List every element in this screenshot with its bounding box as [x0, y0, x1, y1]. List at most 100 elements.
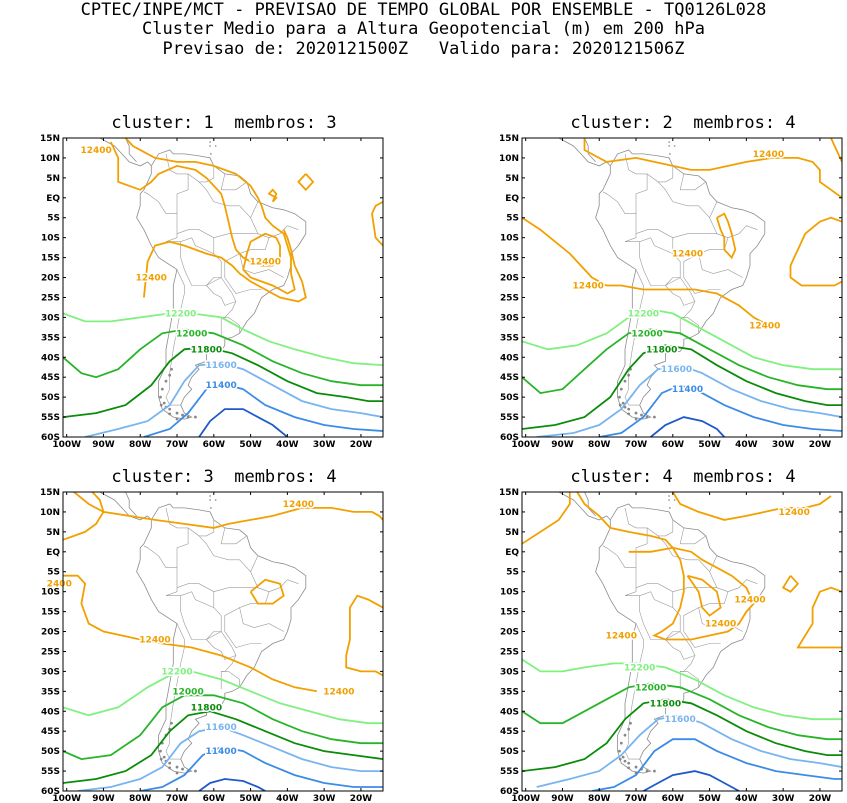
lon-tick-label: 60W [203, 794, 226, 803]
map-frame [521, 491, 843, 792]
island [175, 417, 179, 421]
contour-label: 12000 [635, 683, 666, 693]
contour-12400 [686, 574, 722, 617]
island [619, 741, 623, 745]
lon-tick-label: 40W [276, 794, 299, 803]
contour-12400 [522, 216, 769, 327]
contour-11600 [77, 726, 383, 791]
island [164, 379, 168, 383]
contour-label: 12400 [734, 596, 765, 606]
lat-tick-label: 50S [500, 393, 519, 403]
coastline [123, 492, 137, 517]
island [618, 403, 622, 407]
lat-tick-label: 45S [41, 373, 60, 383]
island [668, 495, 671, 497]
island [186, 415, 190, 419]
lat-tick-label: 5S [506, 568, 519, 578]
island [158, 117, 160, 119]
country-border [198, 181, 251, 218]
country-border [624, 507, 648, 569]
panel-1-title: cluster: 1 membros: 3 [111, 113, 337, 133]
lat-tick-label: 5N [505, 174, 519, 184]
contour-11200 [198, 778, 266, 791]
country-border [143, 191, 167, 214]
lon-tick-label: 70W [166, 794, 189, 803]
island [209, 499, 212, 501]
island [168, 407, 172, 411]
island [159, 395, 162, 399]
contour-11400 [591, 738, 842, 791]
country-border [602, 545, 626, 568]
island [181, 767, 184, 771]
island [209, 495, 212, 497]
panel-3-title: cluster: 3 membros: 4 [111, 467, 337, 487]
contour-label: 11400 [672, 385, 703, 395]
contour-12400 [109, 138, 296, 295]
contour-12400 [781, 575, 800, 593]
lon-tick-label: 30W [772, 440, 795, 450]
lat-tick-label: 10S [41, 234, 60, 244]
island [160, 387, 164, 391]
lat-tick-label: 55S [41, 767, 60, 777]
island [194, 415, 197, 419]
country-border [176, 229, 215, 254]
lat-tick-label: 40S [41, 707, 60, 717]
lon-tick-label: 90W [92, 794, 115, 803]
contour-label: 12400 [705, 620, 736, 630]
island [627, 412, 631, 416]
contour-label: 12400 [139, 636, 170, 646]
country-border [220, 173, 248, 191]
coastline [98, 138, 148, 167]
lon-tick-label: 20W [350, 794, 373, 803]
island [624, 125, 626, 127]
coastline [136, 149, 307, 420]
lon-tick-label: 90W [92, 440, 115, 450]
country-border [239, 201, 284, 278]
island [624, 479, 626, 481]
contour-12400 [143, 229, 307, 303]
lon-tick-label: 40W [276, 440, 299, 450]
contour-label: 12000 [172, 687, 203, 697]
lon-tick-label: 30W [313, 794, 336, 803]
country-border [165, 153, 189, 214]
island [668, 141, 671, 143]
contour-label: 12400 [283, 500, 314, 510]
island [618, 757, 622, 761]
island [621, 401, 625, 405]
lat-tick-label: 25S [500, 647, 519, 657]
contour-12400 [576, 492, 755, 641]
island [168, 412, 172, 416]
header-line-3: Previsao de: 2020121500Z Valido para: 20… [162, 39, 685, 59]
lat-tick-label: 25S [500, 293, 519, 303]
lat-tick-label: 15S [500, 254, 519, 264]
contour-label: 2400 [47, 580, 72, 590]
island [168, 766, 172, 770]
country-border [679, 655, 696, 690]
lat-tick-label: 60S [500, 433, 519, 443]
country-border [143, 545, 167, 568]
contour-label: 12400 [80, 146, 111, 156]
island [668, 507, 671, 509]
island [609, 125, 611, 127]
contour-12400 [789, 216, 842, 287]
lat-tick-label: 25S [41, 647, 60, 657]
lat-tick-label: 10N [499, 508, 519, 518]
lon-tick-label: 40W [735, 794, 758, 803]
lon-tick-label: 100W [511, 440, 540, 450]
contour-label: 12000 [176, 329, 207, 339]
island [645, 769, 649, 773]
contour-label: 12400 [250, 258, 281, 268]
island [209, 153, 212, 155]
lat-tick-label: 45S [41, 727, 60, 737]
lat-tick-label: 45S [500, 727, 519, 737]
header-line-2: Cluster Medio para a Altura Geopotencial… [142, 19, 705, 39]
lat-tick-label: 45S [500, 373, 519, 383]
country-border [646, 165, 674, 183]
lat-tick-label: 35S [41, 687, 60, 697]
island [623, 379, 627, 383]
panel-2-title: cluster: 2 membros: 4 [570, 113, 796, 133]
country-border [224, 253, 262, 294]
map-frame [62, 137, 384, 438]
lon-tick-label: 40W [735, 440, 758, 450]
map-content [63, 117, 383, 437]
